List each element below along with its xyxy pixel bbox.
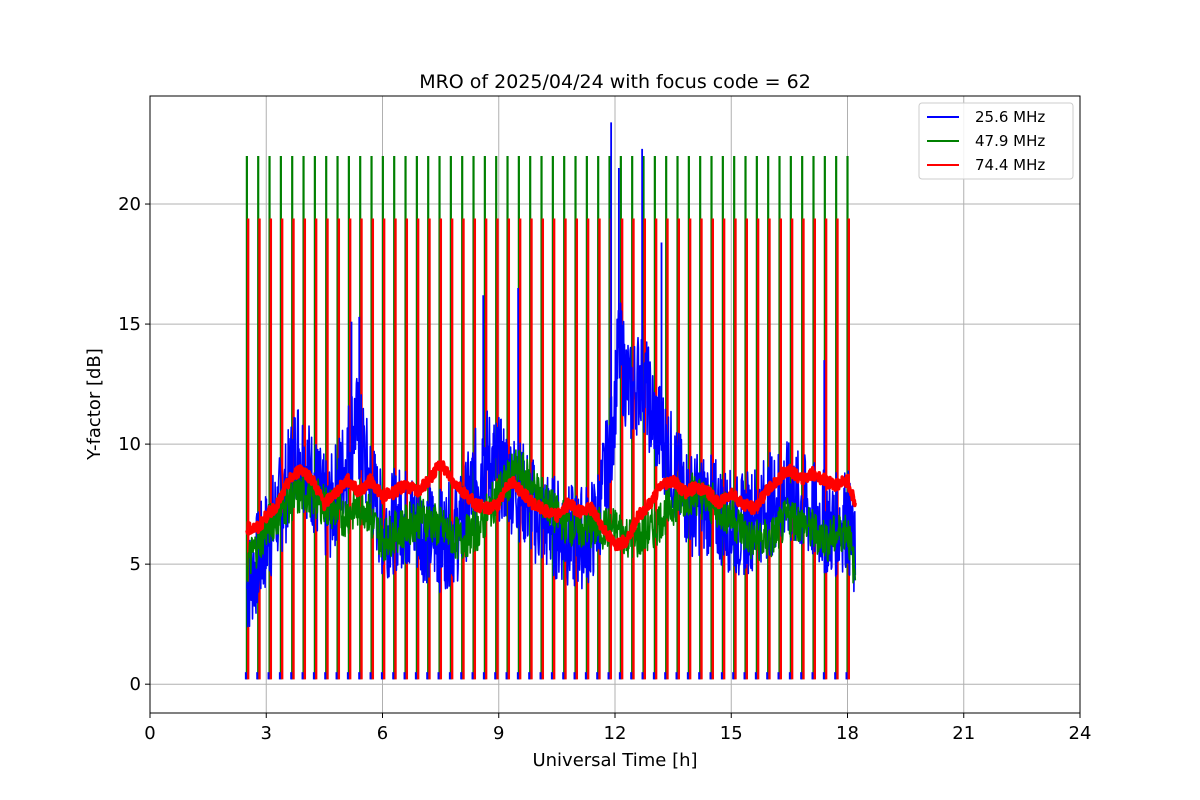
y-tick-label: 5 <box>130 554 141 575</box>
y-tick-label: 20 <box>118 194 141 215</box>
series-lines <box>245 122 858 628</box>
x-tick-label: 0 <box>144 723 155 744</box>
y-tick-label: 10 <box>118 434 141 455</box>
x-tick-label: 6 <box>377 723 388 744</box>
series-line-2 <box>245 460 858 552</box>
chart-title: MRO of 2025/04/24 with focus code = 62 <box>419 71 811 93</box>
legend-label: 74.4 MHz <box>975 156 1045 174</box>
legend-label: 47.9 MHz <box>975 132 1045 150</box>
x-tick-label: 3 <box>261 723 272 744</box>
legend-box <box>918 102 1074 180</box>
x-tick-label: 15 <box>720 723 743 744</box>
y-axis-label: Y-factor [dB] <box>84 348 105 461</box>
legend-label: 25.6 MHz <box>975 108 1045 126</box>
x-tick-label: 24 <box>1069 723 1092 744</box>
y-tick-label: 15 <box>118 314 141 335</box>
y-axis-ticks: 0 5 10 15 20 <box>118 194 150 695</box>
x-axis-ticks: 0 3 6 9 12 15 18 21 24 <box>144 713 1091 744</box>
x-axis-label: Universal Time [h] <box>532 750 697 771</box>
y-tick-label: 0 <box>130 674 141 695</box>
x-tick-label: 18 <box>836 723 859 744</box>
series-line-1 <box>246 449 857 584</box>
x-tick-label: 9 <box>493 723 504 744</box>
x-tick-label: 21 <box>952 723 975 744</box>
x-tick-label: 12 <box>604 723 627 744</box>
legend: 25.6 MHz 47.9 MHz 74.4 MHz <box>918 102 1074 180</box>
